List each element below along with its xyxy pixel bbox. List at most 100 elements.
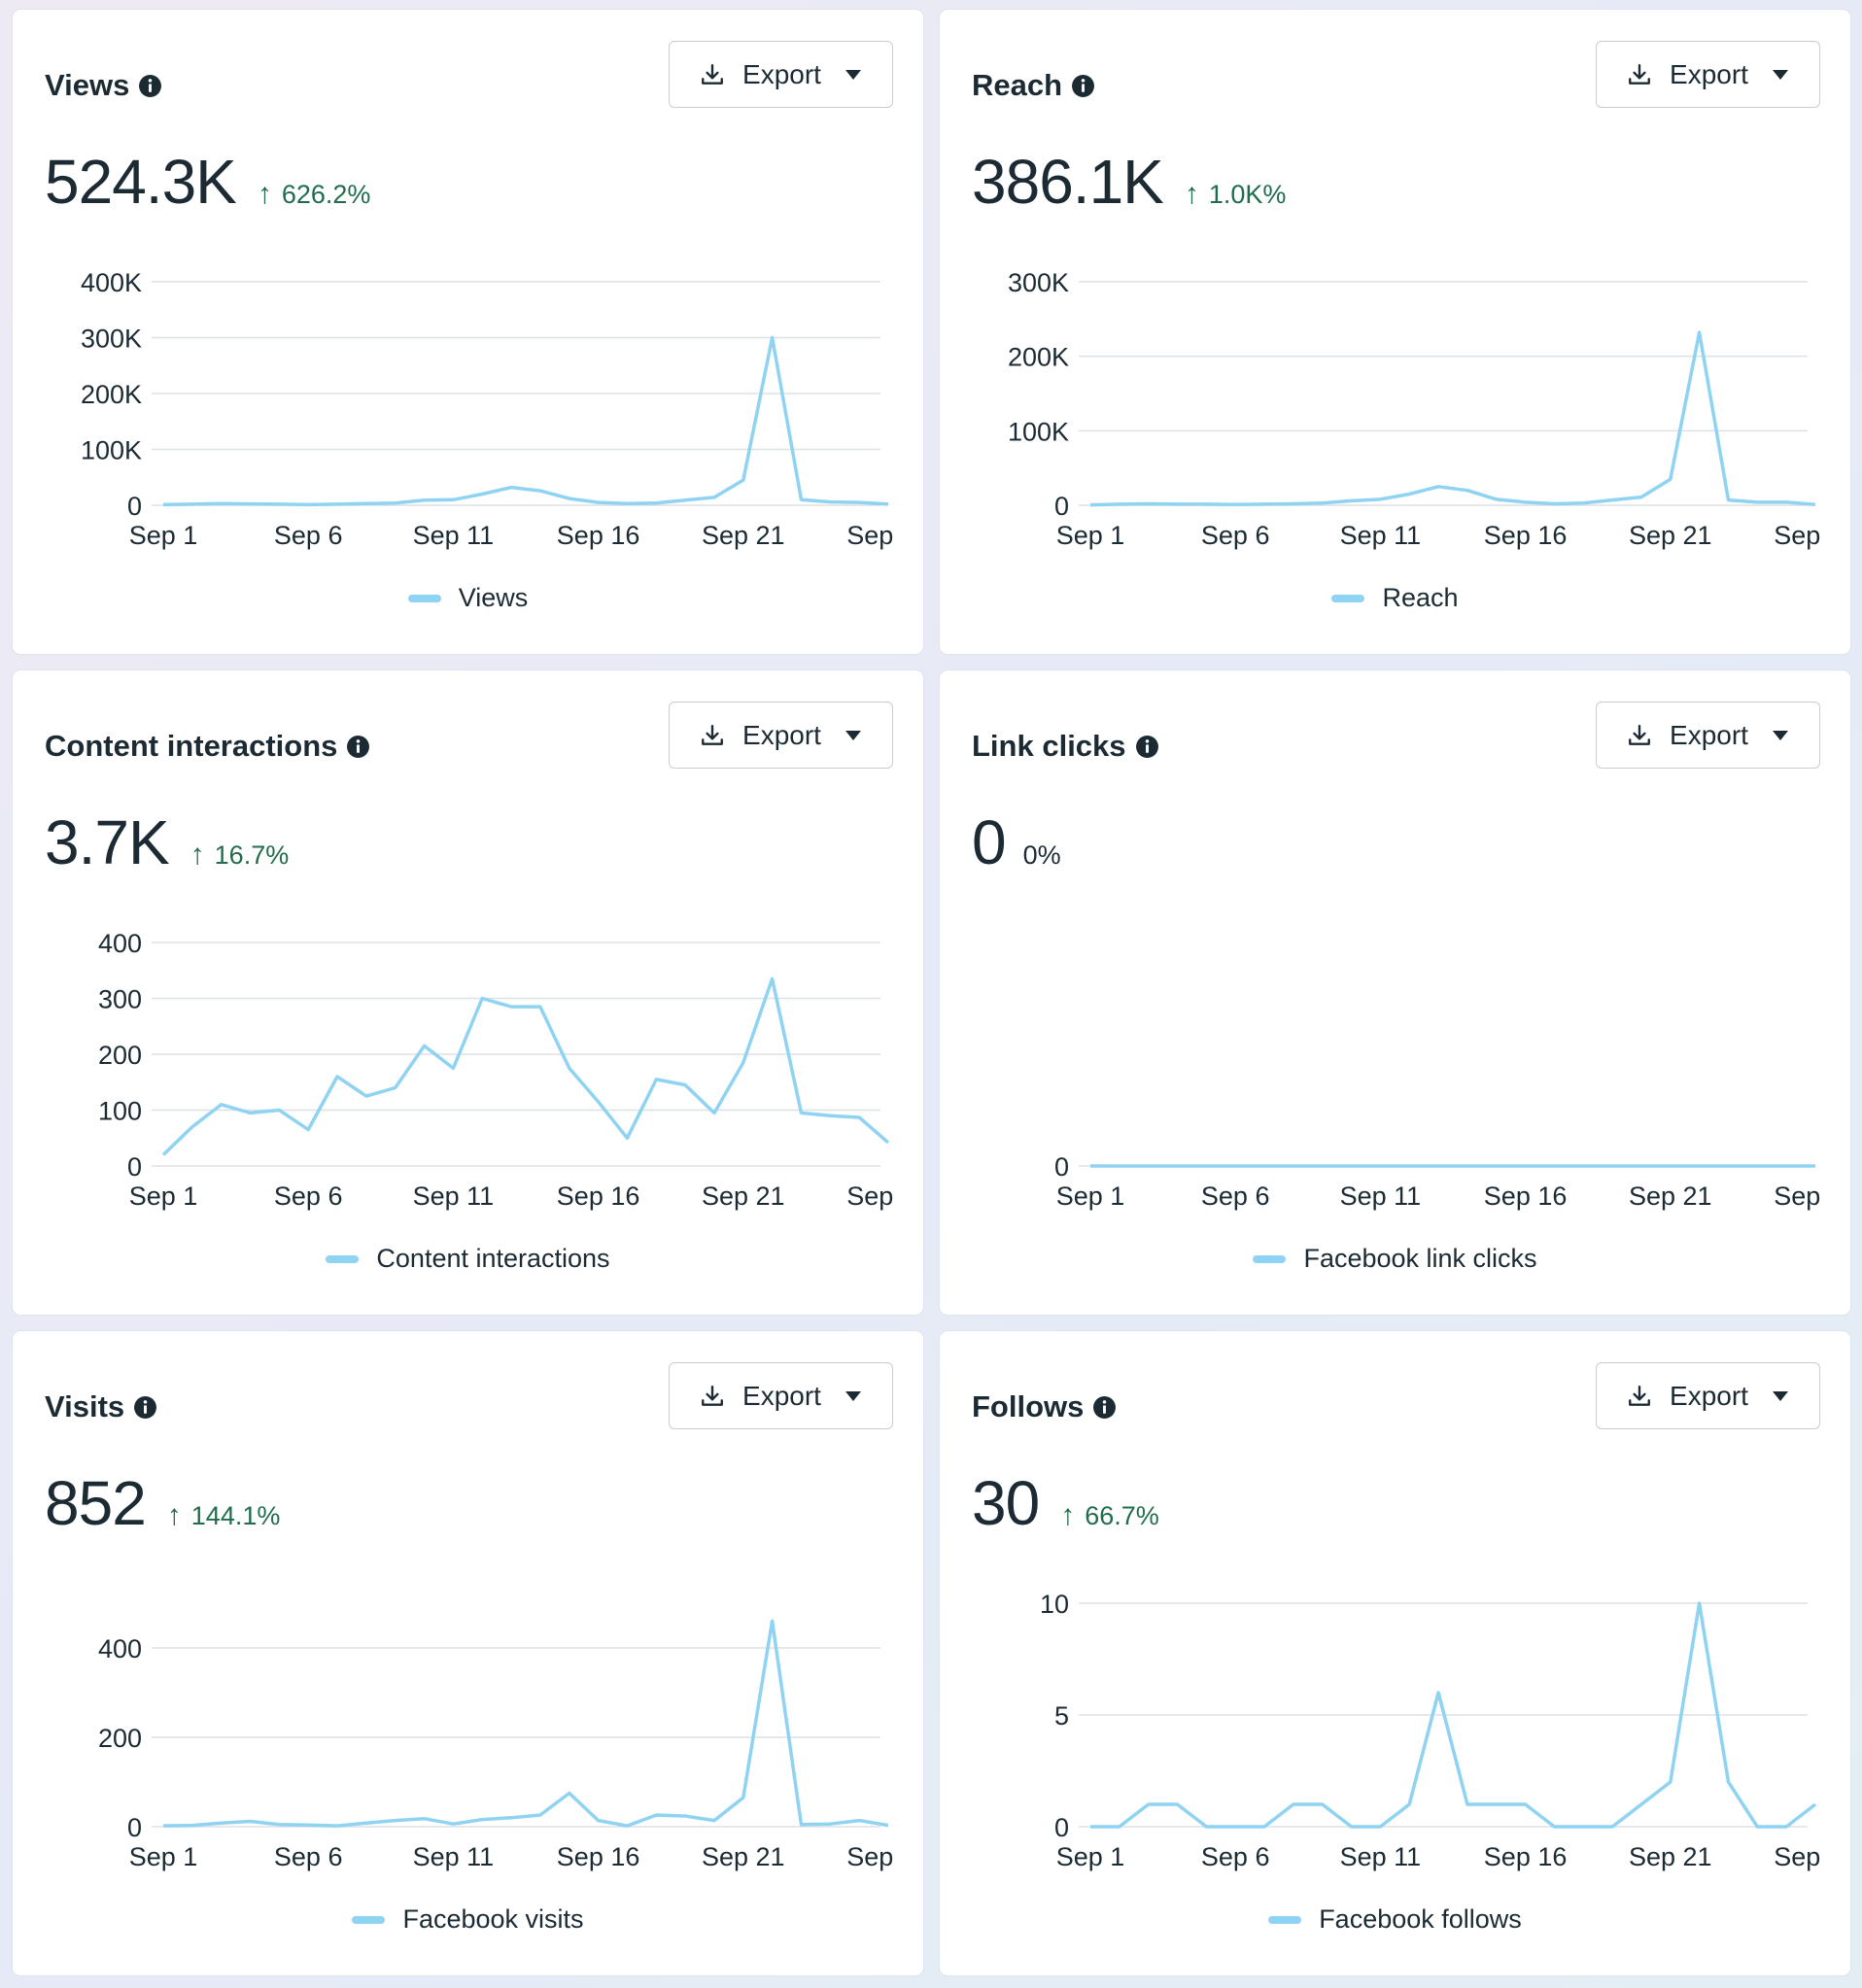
export-button[interactable]: Export <box>669 702 893 769</box>
export-button[interactable]: Export <box>1596 41 1820 108</box>
download-icon <box>702 63 723 85</box>
info-icon[interactable] <box>1135 735 1159 759</box>
card-title: Follows <box>972 1389 1117 1424</box>
card-title: Visits <box>45 1389 157 1424</box>
card-title-text: Link clicks <box>972 729 1126 763</box>
metric-summary: 30 ↑ 66.7% <box>972 1467 1159 1539</box>
metric-card-views: Views Export 524.3K ↑ 626.2% 0 100K 200K 30… <box>13 10 923 654</box>
y-tick-label: 0 <box>1054 1813 1069 1842</box>
export-button[interactable]: Export <box>669 1362 893 1429</box>
metric-card-visits: Visits Export 852 ↑ 144.1% 0 200 400 Sep 1 S… <box>13 1331 923 1975</box>
download-icon <box>1629 63 1650 85</box>
line-chart: 0 100K 200K 300K 400K Sep 1 Sep 6 Sep 11 Sep 16 S… <box>81 268 895 550</box>
x-tick-label: Sep 16 <box>1484 1842 1568 1871</box>
metric-value: 852 <box>45 1468 147 1538</box>
legend-swatch <box>1268 1915 1302 1924</box>
x-tick-label: Sep 1 <box>1056 1842 1125 1871</box>
metric-delta: ↑ 66.7% <box>1060 1499 1159 1532</box>
x-tick-label: Sep 16 <box>557 1842 640 1871</box>
x-tick-label: Sep 16 <box>1484 521 1568 550</box>
legend-swatch <box>1253 1254 1287 1263</box>
x-tick-label: Sep 11 <box>413 1842 495 1871</box>
card-title-text: Content interactions <box>45 729 338 763</box>
info-icon[interactable] <box>138 74 162 98</box>
metric-value: 524.3K <box>45 147 237 217</box>
caret-down-icon <box>845 69 861 80</box>
chart-legend: Facebook link clicks <box>940 1244 1850 1274</box>
series-line[interactable] <box>161 977 890 1156</box>
y-tick-label: 0 <box>127 1152 142 1182</box>
arrow-up-icon: ↑ <box>190 839 205 871</box>
x-tick-label: Sep 21 <box>702 1842 785 1871</box>
y-tick-label: 400K <box>81 268 142 297</box>
series-line[interactable] <box>162 335 889 507</box>
chart-legend: Facebook follows <box>940 1904 1850 1935</box>
x-tick-label: Sep 16 <box>557 1182 640 1211</box>
y-tick-label: 0 <box>127 1813 142 1842</box>
x-tick-label: Sep 1 <box>129 521 198 550</box>
download-icon <box>702 724 723 745</box>
export-button[interactable]: Export <box>669 41 893 108</box>
chart-legend: Views <box>13 583 923 613</box>
metric-summary: 524.3K ↑ 626.2% <box>45 146 370 218</box>
y-tick-label: 300K <box>1008 268 1069 297</box>
arrow-up-icon: ↑ <box>257 178 272 210</box>
series-line[interactable] <box>1090 1601 1817 1829</box>
y-tick-label: 100K <box>81 436 142 465</box>
series-line[interactable] <box>162 1619 889 1828</box>
x-tick-label: Sep 26 <box>1774 1182 1850 1211</box>
y-tick-label: 200 <box>98 1724 142 1753</box>
x-tick-label: Sep 6 <box>274 1182 343 1211</box>
info-icon[interactable] <box>346 735 370 759</box>
metric-delta-text: 16.7% <box>214 840 290 870</box>
metric-value: 386.1K <box>972 147 1164 217</box>
caret-down-icon <box>1772 730 1788 740</box>
metric-delta: ↑ 144.1% <box>167 1499 281 1532</box>
card-title: Link clicks <box>972 729 1159 764</box>
metric-delta-text: 0% <box>1022 840 1061 870</box>
x-tick-label: Sep 6 <box>1201 521 1270 550</box>
legend-swatch <box>352 1915 386 1924</box>
y-tick-label: 0 <box>127 492 142 521</box>
y-tick-label: 100 <box>98 1097 142 1126</box>
download-icon <box>1629 724 1650 745</box>
y-tick-label: 0 <box>1054 1152 1069 1182</box>
legend-label: Facebook visits <box>402 1904 584 1934</box>
card-title-text: Follows <box>972 1389 1085 1423</box>
metric-value: 3.7K <box>45 807 170 877</box>
export-button[interactable]: Export <box>1596 702 1820 769</box>
y-tick-label: 300 <box>98 985 142 1014</box>
x-tick-label: Sep 1 <box>1056 1182 1125 1211</box>
export-button[interactable]: Export <box>1596 1362 1820 1429</box>
card-title: Reach <box>972 68 1095 103</box>
caret-down-icon <box>1772 69 1788 80</box>
metric-delta-text: 144.1% <box>190 1501 281 1530</box>
y-tick-label: 400 <box>98 929 142 958</box>
arrow-up-icon: ↑ <box>1060 1499 1076 1531</box>
metric-delta: ↑ 1.0K% <box>1185 178 1287 211</box>
chart-legend: Facebook visits <box>13 1904 923 1935</box>
chart-legend: Reach <box>940 583 1850 613</box>
metric-summary: 3.7K ↑ 16.7% <box>45 806 289 878</box>
series-line[interactable] <box>1089 330 1816 507</box>
metric-delta-text: 66.7% <box>1085 1501 1159 1530</box>
y-tick-label: 300K <box>81 325 142 354</box>
card-title-text: Views <box>45 68 130 102</box>
x-tick-label: Sep 16 <box>557 521 640 550</box>
x-tick-label: Sep 16 <box>1484 1182 1568 1211</box>
x-tick-label: Sep 1 <box>1056 521 1125 550</box>
x-tick-label: Sep 21 <box>702 521 785 550</box>
info-icon[interactable] <box>1092 1395 1117 1420</box>
info-icon[interactable] <box>1071 74 1095 98</box>
export-button-label: Export <box>1670 1380 1748 1411</box>
info-icon[interactable] <box>133 1395 157 1420</box>
line-chart: 0 5 10 Sep 1 Sep 6 Sep 11 Sep 16 Sep 21 Sep 26 <box>1040 1590 1822 1871</box>
y-tick-label: 100K <box>1008 417 1069 446</box>
x-tick-label: Sep 11 <box>413 521 495 550</box>
x-tick-label: Sep 11 <box>413 1182 495 1211</box>
card-title: Views <box>45 68 162 103</box>
y-tick-label: 200 <box>98 1041 142 1070</box>
arrow-up-icon: ↑ <box>1184 178 1199 210</box>
x-tick-label: Sep 26 <box>846 1842 923 1871</box>
x-tick-label: Sep 6 <box>274 1842 343 1871</box>
